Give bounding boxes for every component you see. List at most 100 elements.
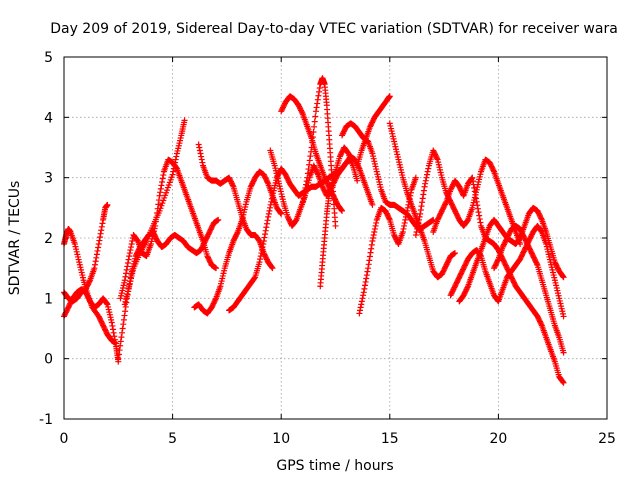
data-point: [421, 183, 428, 190]
data-point: [264, 179, 271, 186]
data-point: [115, 355, 122, 362]
data-point: [115, 351, 122, 358]
data-point: [96, 237, 103, 244]
data-point: [95, 244, 102, 251]
data-point: [403, 210, 410, 217]
data-point: [311, 123, 318, 130]
data-point: [464, 284, 471, 291]
series-track-j: [267, 144, 361, 229]
x-axis-label: GPS time / hours: [276, 458, 393, 474]
series-track-f: [121, 117, 188, 308]
data-point: [98, 227, 105, 234]
data-point: [560, 274, 567, 281]
data-point: [309, 139, 316, 146]
data-point: [195, 141, 202, 148]
data-point: [304, 174, 311, 181]
data-point: [308, 144, 315, 151]
data-point: [212, 296, 219, 303]
data-point: [302, 185, 309, 192]
data-point: [198, 156, 205, 163]
data-point: [369, 238, 376, 245]
series-track-u: [456, 204, 567, 305]
data-point: [260, 241, 267, 248]
data-point: [258, 247, 265, 254]
data-point: [538, 321, 545, 328]
data-point: [361, 282, 368, 289]
data-point: [159, 178, 166, 185]
data-point: [303, 181, 310, 188]
data-point: [476, 212, 483, 219]
data-point: [474, 205, 481, 212]
data-point: [98, 223, 105, 230]
data-point: [305, 166, 312, 173]
data-point: [120, 316, 127, 323]
x-tick-label: 20: [489, 431, 507, 447]
y-tick-label: 2: [44, 231, 53, 247]
data-point: [312, 113, 319, 120]
plot-frame: [63, 56, 608, 420]
data-point: [471, 185, 478, 192]
data-point: [257, 256, 264, 263]
data-point: [266, 207, 273, 214]
data-point: [127, 247, 134, 254]
data-point: [300, 195, 307, 202]
data-point: [95, 241, 102, 248]
data-point: [267, 204, 274, 211]
data-point: [86, 278, 93, 285]
data-point: [316, 88, 323, 95]
data-point: [404, 207, 411, 214]
data-point: [157, 185, 164, 192]
data-point: [414, 225, 421, 232]
y-axis-label: SDTVAR / TECUs: [7, 181, 23, 296]
y-tick-labels: -1 0 1 2 3 4 5: [39, 50, 53, 428]
data-point: [442, 200, 449, 207]
data-point: [112, 340, 119, 347]
data-point: [364, 268, 371, 275]
data-point: [92, 258, 99, 265]
data-point: [197, 150, 204, 157]
data-point: [268, 195, 275, 202]
data-point: [196, 147, 203, 154]
data-point: [386, 93, 393, 100]
data-point: [354, 177, 361, 184]
data-point: [372, 222, 379, 229]
data-point: [368, 241, 375, 248]
data-point: [129, 238, 136, 245]
data-point: [417, 210, 424, 217]
data-point: [257, 253, 264, 260]
data-point: [356, 310, 363, 317]
data-point: [419, 199, 426, 206]
data-point: [560, 379, 567, 386]
data-point: [401, 222, 408, 229]
data-point: [559, 273, 566, 280]
data-point: [363, 275, 370, 282]
series-track-q: [386, 120, 458, 281]
x-tick-label: 0: [60, 431, 69, 447]
data-point: [422, 180, 429, 187]
data-point: [412, 231, 419, 238]
data-point: [124, 259, 131, 266]
data-point: [473, 198, 480, 205]
data-point: [412, 174, 419, 181]
data-point: [310, 128, 317, 135]
data-point: [117, 338, 124, 345]
data-point: [475, 209, 482, 216]
data-point: [413, 228, 420, 235]
data-point: [433, 155, 440, 162]
series-track-l: [299, 75, 339, 229]
x-tick-label: 5: [168, 431, 177, 447]
data-point: [533, 260, 540, 267]
data-point: [420, 187, 427, 194]
data-point: [422, 177, 429, 184]
data-point: [365, 261, 372, 268]
data-point: [418, 203, 425, 210]
data-point: [313, 104, 320, 111]
data-point: [368, 245, 375, 252]
data-point: [417, 206, 424, 213]
y-tick-label: 0: [44, 352, 53, 368]
data-point: [424, 171, 431, 178]
data-point: [315, 92, 322, 99]
data-point: [155, 201, 162, 208]
data-point: [399, 228, 406, 235]
data-point: [265, 213, 272, 220]
